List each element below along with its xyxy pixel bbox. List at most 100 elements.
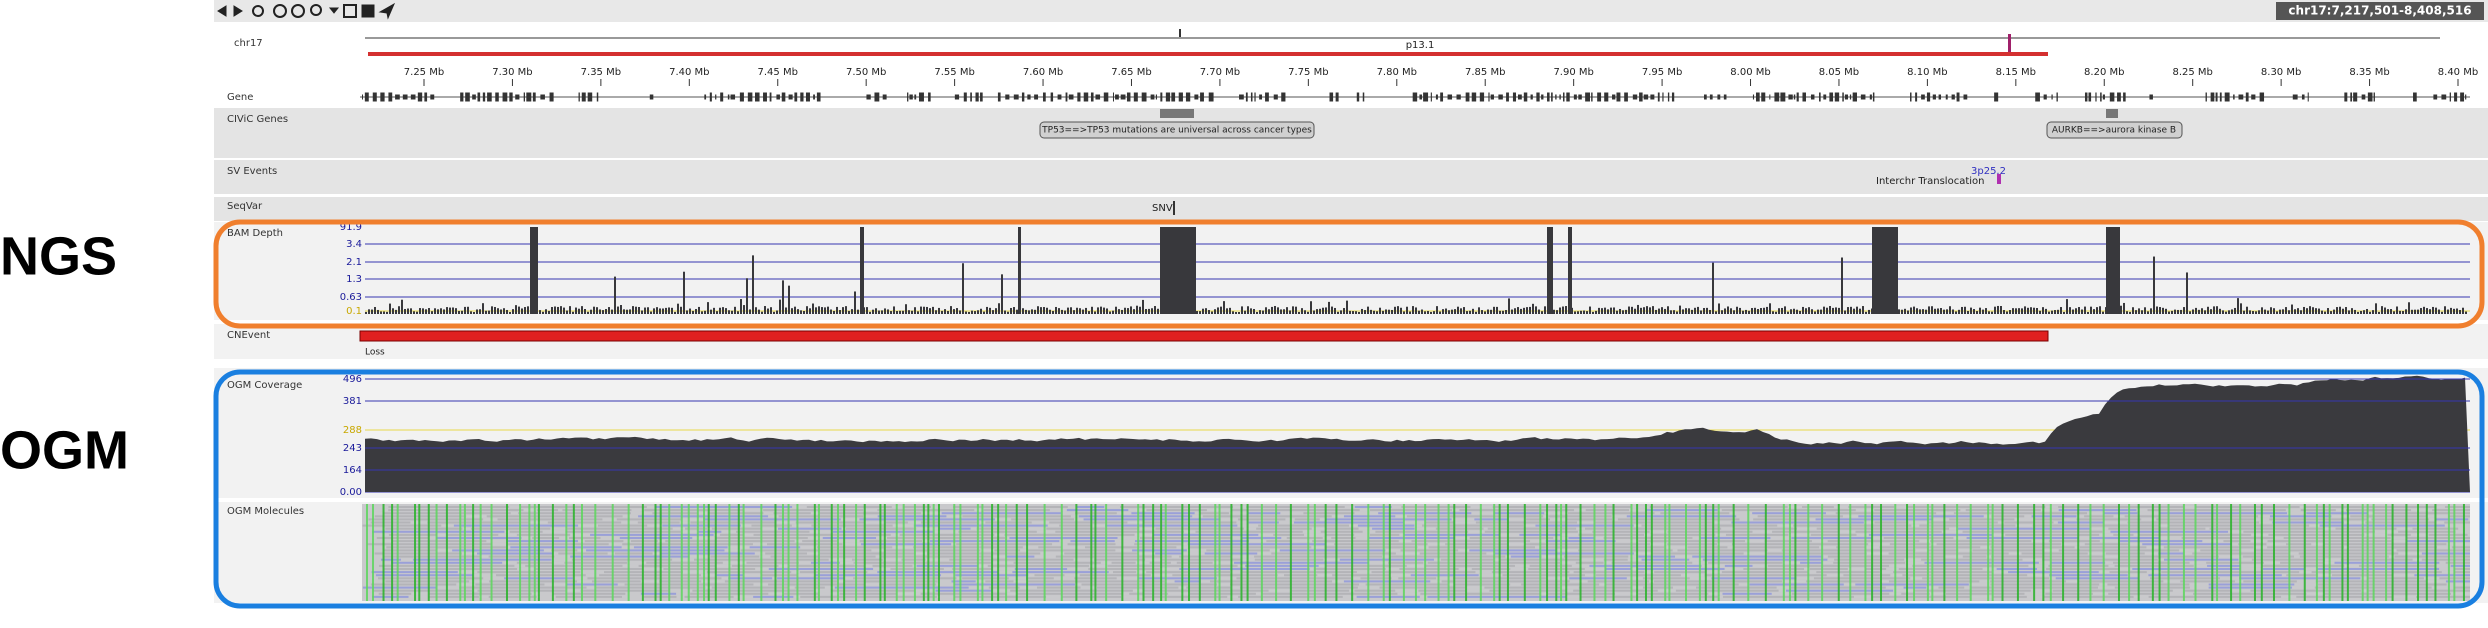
exon — [1819, 92, 1821, 102]
molecule — [2262, 564, 2345, 567]
depth-bar — [413, 311, 415, 314]
molecule — [844, 580, 938, 583]
depth-bar — [1280, 309, 1282, 314]
molecule — [1172, 574, 1278, 577]
locus-box[interactable] — [2276, 2, 2484, 20]
label-site — [2089, 504, 2092, 601]
depth-bar — [2300, 310, 2302, 314]
molecule — [1427, 595, 1567, 598]
zoom-out-button[interactable] — [291, 4, 305, 18]
back-button[interactable] — [217, 5, 227, 17]
depth-bar — [1478, 307, 1480, 314]
depth-bar — [2282, 309, 2284, 314]
zoom-in-button[interactable] — [273, 4, 287, 18]
depth-bar — [2447, 309, 2449, 314]
molecule — [1239, 586, 1358, 589]
exon — [1616, 92, 1621, 102]
depth-bar — [1046, 307, 1048, 314]
depth-bar — [1850, 306, 1852, 314]
molecule — [2132, 568, 2241, 570]
depth-bar — [2243, 310, 2245, 314]
depth-bar — [938, 307, 940, 314]
molecule — [1294, 518, 1320, 521]
depth-bar — [1997, 305, 1999, 314]
civic-annotation[interactable] — [2046, 121, 2183, 139]
depth-bar — [734, 306, 736, 314]
depth-bar — [2093, 309, 2095, 314]
civic-annotation[interactable] — [1039, 121, 1315, 139]
depth-bar — [2033, 307, 2035, 314]
label-site — [2272, 504, 2275, 601]
depth-bar — [1328, 301, 1330, 314]
label-site — [696, 504, 699, 601]
molecule — [1721, 509, 1856, 512]
settings-button[interactable] — [252, 5, 264, 17]
molecule — [877, 509, 975, 512]
label-site — [479, 504, 482, 601]
molecule — [637, 521, 680, 524]
exon — [1551, 92, 1553, 102]
depth-bar — [1199, 311, 1201, 314]
depth-bar — [1838, 307, 1840, 314]
depth-bar — [1556, 310, 1558, 314]
depth-bar — [1064, 310, 1066, 314]
search-button[interactable] — [310, 4, 322, 16]
share-button[interactable] — [378, 2, 396, 20]
export-button[interactable] — [343, 4, 357, 18]
molecule — [382, 555, 480, 558]
depth-bar — [1430, 311, 1432, 314]
depth-bar — [2369, 311, 2371, 314]
depth-bar — [1790, 309, 1792, 314]
molecule — [956, 543, 1053, 546]
forward-button[interactable] — [233, 5, 243, 17]
depth-bar — [833, 310, 835, 314]
molecule — [1510, 555, 1542, 558]
depth-bar — [1307, 311, 1309, 314]
label-site — [2158, 504, 2161, 601]
label-site — [2328, 504, 2331, 601]
exon — [1126, 92, 1131, 102]
exon — [1823, 94, 1827, 100]
depth-bar — [2429, 309, 2431, 314]
depth-bar — [1223, 301, 1225, 314]
molecule — [1343, 580, 1431, 583]
molecule — [1049, 521, 1128, 524]
depth-bar — [821, 307, 823, 314]
label-site — [932, 504, 935, 601]
molecule — [1320, 530, 1363, 533]
label-site — [817, 504, 820, 601]
molecule — [1284, 574, 1318, 577]
exon — [2465, 94, 2467, 100]
exon — [727, 94, 730, 100]
molecule — [2346, 509, 2412, 512]
depth-bar — [1436, 306, 1438, 314]
label-site — [2447, 504, 2450, 601]
molecule — [372, 595, 409, 598]
depth-bar — [1841, 257, 1843, 314]
molecule — [646, 561, 723, 564]
ruler-tick-label: 7.60 Mb — [1023, 67, 1063, 78]
depth-bar — [1586, 311, 1588, 314]
molecule — [1563, 555, 1629, 558]
dropdown-button[interactable] — [328, 7, 340, 14]
label-site — [1105, 504, 1108, 601]
depth-bar — [761, 311, 763, 314]
ruler-tick-label: 8.20 Mb — [2084, 67, 2124, 78]
molecule — [1502, 574, 1585, 577]
depth-bar — [1265, 307, 1267, 314]
molecule — [1966, 537, 2080, 539]
copy-button[interactable] — [361, 4, 375, 18]
depth-bar — [1100, 306, 1102, 314]
molecule — [1189, 592, 1256, 595]
molecule — [1626, 515, 1737, 518]
depth-spike — [860, 227, 864, 314]
depth-bar — [2246, 306, 2248, 314]
label-site — [1747, 504, 1750, 601]
label-site — [2453, 504, 2456, 601]
molecule — [920, 521, 980, 524]
label-site — [1367, 504, 1370, 601]
exon — [2413, 92, 2417, 102]
molecule — [763, 509, 864, 512]
exon — [980, 92, 983, 102]
